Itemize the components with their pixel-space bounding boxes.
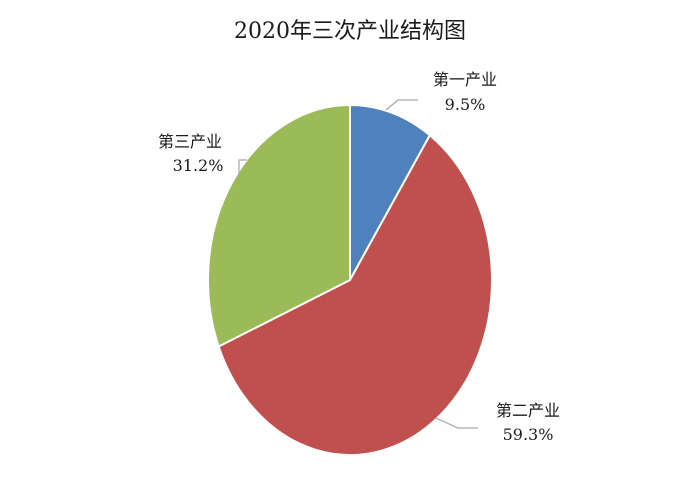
chart-title: 2020年三次产业结构图 [234,19,466,44]
pie-slice-1 [349,103,432,281]
slice-name-label-2: 第二产业 [496,401,560,420]
slice-value-label-3: 31.2% [173,156,224,175]
slice-name-label-1: 第一产业 [433,70,497,89]
slice-name-label-3: 第三产业 [158,132,222,151]
leader-lines [238,99,478,429]
leader-line-1 [385,99,418,111]
leader-line-2 [435,417,478,429]
slice-value-label-2: 59.3% [503,425,554,444]
pie-slices [207,103,493,456]
slice-value-label-1: 9.5% [445,95,486,114]
leader-line-3 [238,159,247,178]
data-labels: 第一产业 9.5% 第二产业 59.3% 第三产业 31.2% [158,70,560,444]
pie-slice-2 [217,133,493,456]
pie-slice-3 [207,103,351,348]
